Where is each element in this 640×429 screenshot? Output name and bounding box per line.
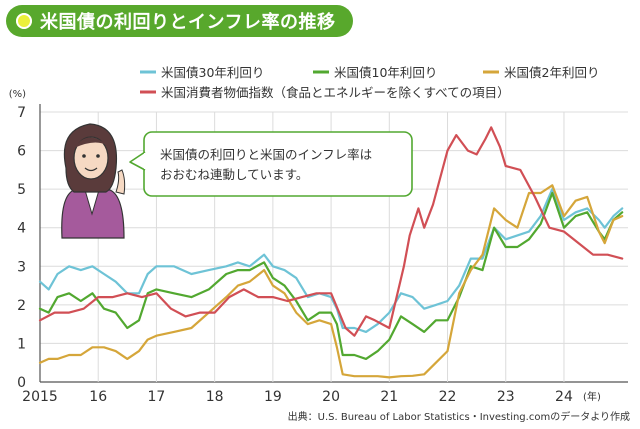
legend-label-1: 米国債10年利回り xyxy=(334,65,437,80)
y-tick-label: 6 xyxy=(17,144,26,160)
presenter-character xyxy=(61,123,126,239)
bullet-dot-icon xyxy=(16,13,32,29)
left-eye-icon xyxy=(82,154,86,158)
y-axis-unit: (%) xyxy=(9,89,26,100)
title-banner: 米国債の利回りとインフレ率の推移 xyxy=(6,5,354,37)
legend-label-3: 米国消費者物価指数（食品とエネルギーを除くすべての項目） xyxy=(161,85,510,100)
right-eye-icon xyxy=(96,154,100,158)
smile-icon xyxy=(84,167,98,172)
speech-line-1: 米国債の利回りと米国のインフレ率は xyxy=(160,147,372,162)
speech-line-2: おおむね連動しています。 xyxy=(160,167,308,182)
y-tick-label: 7 xyxy=(17,105,26,121)
y-tick-label: 0 xyxy=(17,375,26,391)
x-tick-label: 18 xyxy=(206,389,224,405)
page-title: 米国債の利回りとインフレ率の推移 xyxy=(40,12,336,33)
y-tick-label: 3 xyxy=(17,259,26,275)
face-icon xyxy=(73,136,109,180)
x-tick-label: 20 xyxy=(322,389,340,405)
speech-bubble xyxy=(143,131,413,197)
x-tick-label: 16 xyxy=(89,389,107,405)
series-line-3 xyxy=(38,126,624,337)
x-axis-unit: (年) xyxy=(583,390,601,403)
legend-label-0: 米国債30年利回り xyxy=(161,65,264,80)
series-line-2 xyxy=(38,184,624,379)
x-tick-label: 17 xyxy=(148,389,166,405)
body-icon xyxy=(61,189,125,239)
x-tick-label: 23 xyxy=(497,389,515,405)
speech-bubble-tail xyxy=(129,151,146,171)
y-tick-label: 2 xyxy=(17,298,26,314)
x-tick-label: 2015 xyxy=(22,389,58,405)
bangs-icon xyxy=(74,137,108,148)
source-note: 出典：U.S. Bureau of Labor Statistics・Inves… xyxy=(287,412,630,423)
y-tick-label: 5 xyxy=(17,182,26,198)
series-line-1 xyxy=(38,191,624,360)
pointing-hand-icon xyxy=(115,169,126,195)
series-line-0 xyxy=(38,188,624,333)
x-tick-label: 22 xyxy=(439,389,457,405)
y-tick-label: 4 xyxy=(17,221,26,237)
legend-label-2: 米国債2年利回り xyxy=(504,65,599,80)
y-tick-label: 1 xyxy=(17,336,26,352)
x-tick-label: 21 xyxy=(380,389,398,405)
x-tick-label: 24 xyxy=(555,389,573,405)
x-tick-label: 19 xyxy=(264,389,282,405)
